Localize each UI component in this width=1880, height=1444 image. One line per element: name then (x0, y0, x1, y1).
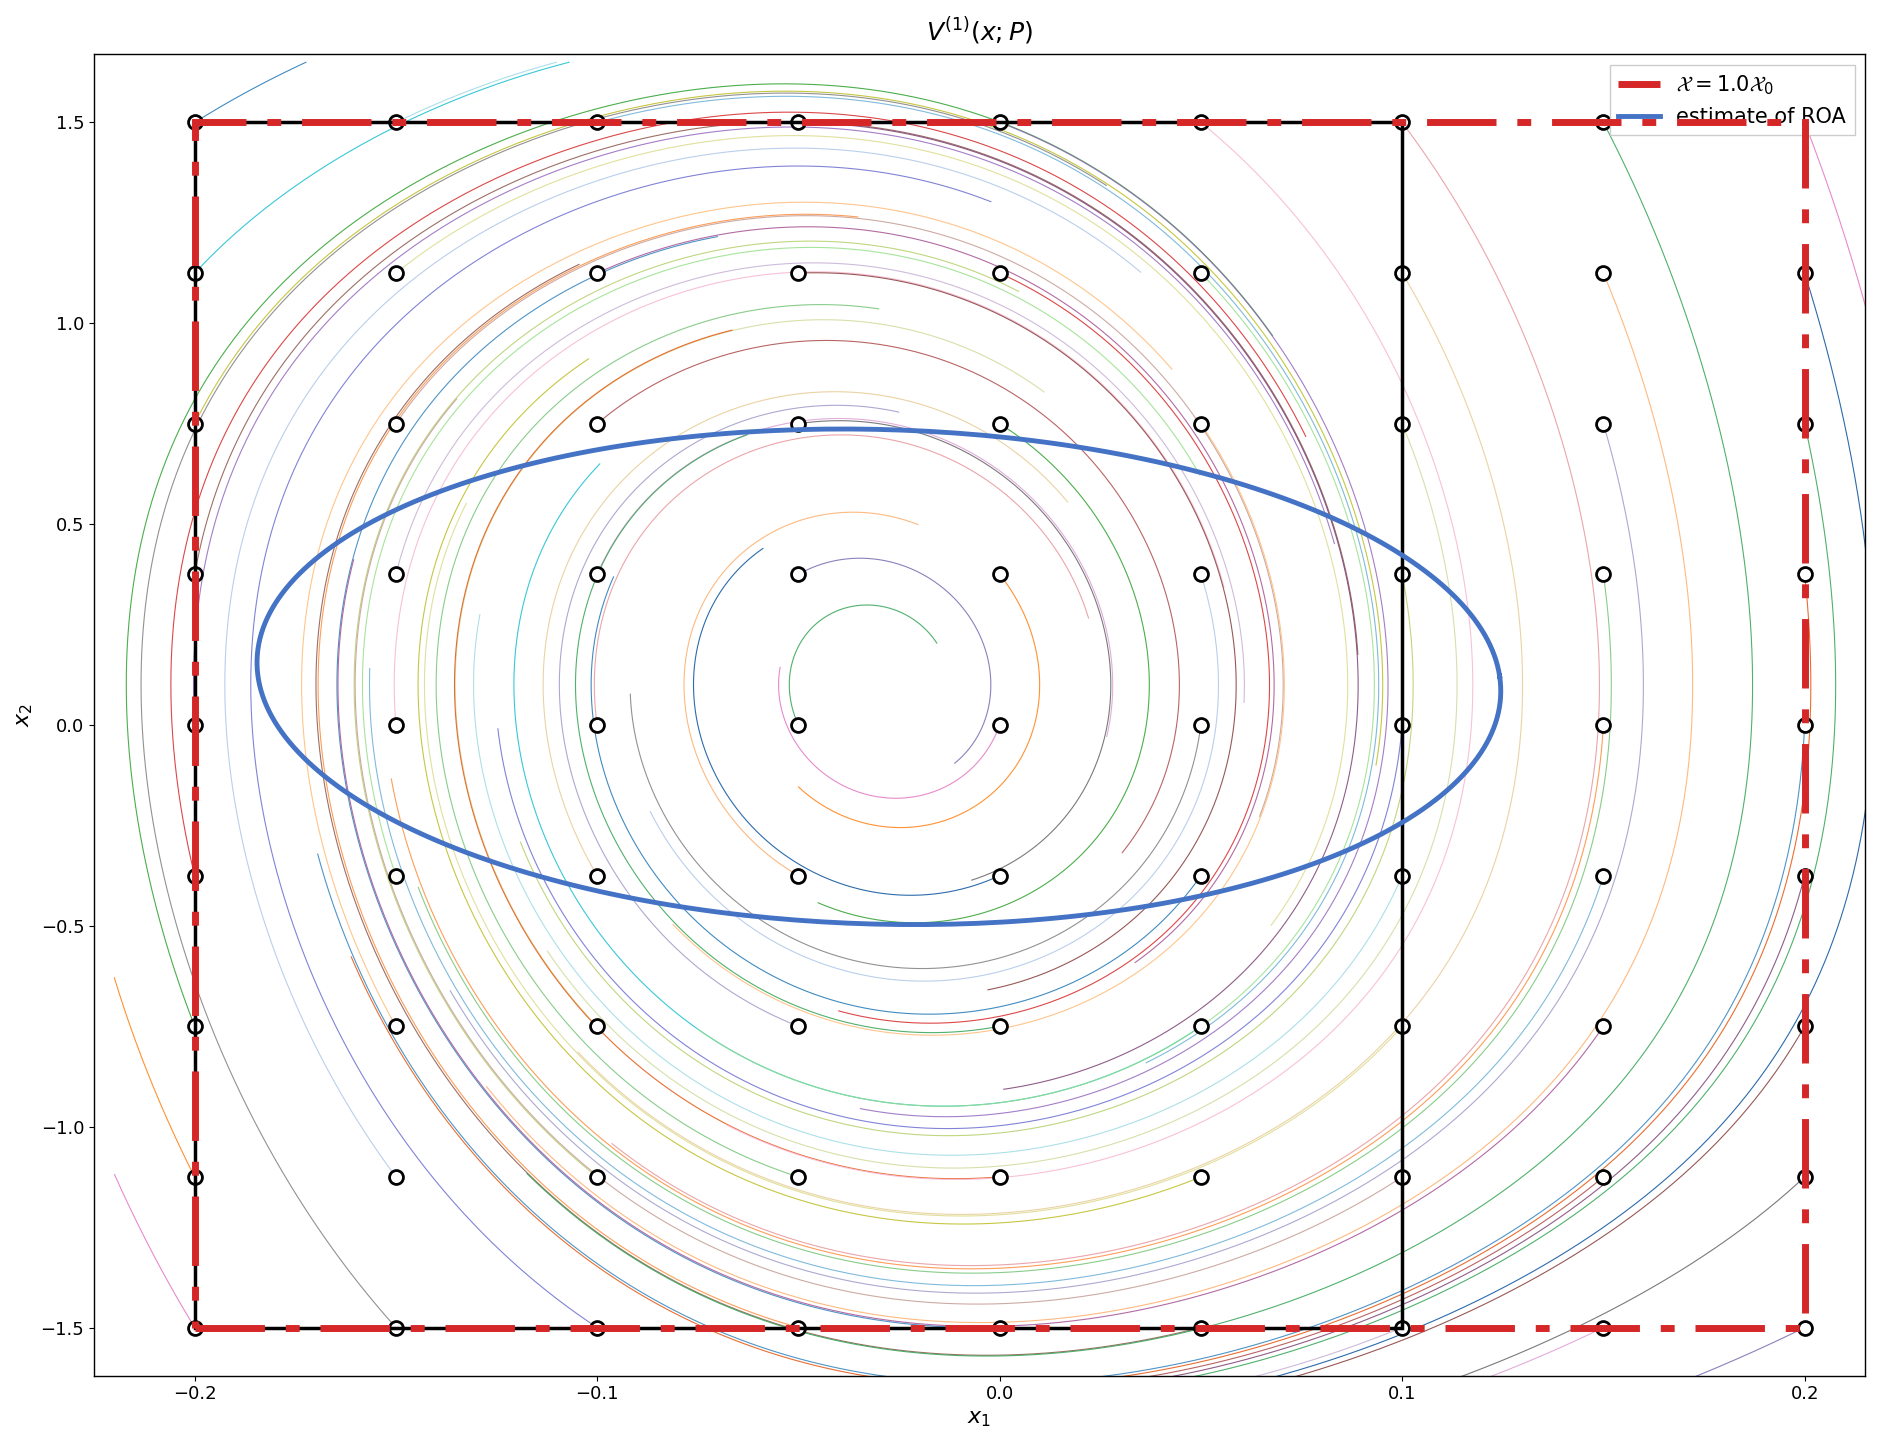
Y-axis label: $x_2$: $x_2$ (15, 703, 36, 726)
X-axis label: $x_1$: $x_1$ (968, 1409, 991, 1430)
Legend: $\mathcal{X} = 1.0\mathcal{X}_0$, estimate of ROA: $\mathcal{X} = 1.0\mathcal{X}_0$, estima… (1609, 65, 1854, 136)
Bar (196, 123, 1402, 1327)
Title: $V^{(1)}(x; P)$: $V^{(1)}(x; P)$ (927, 14, 1032, 46)
